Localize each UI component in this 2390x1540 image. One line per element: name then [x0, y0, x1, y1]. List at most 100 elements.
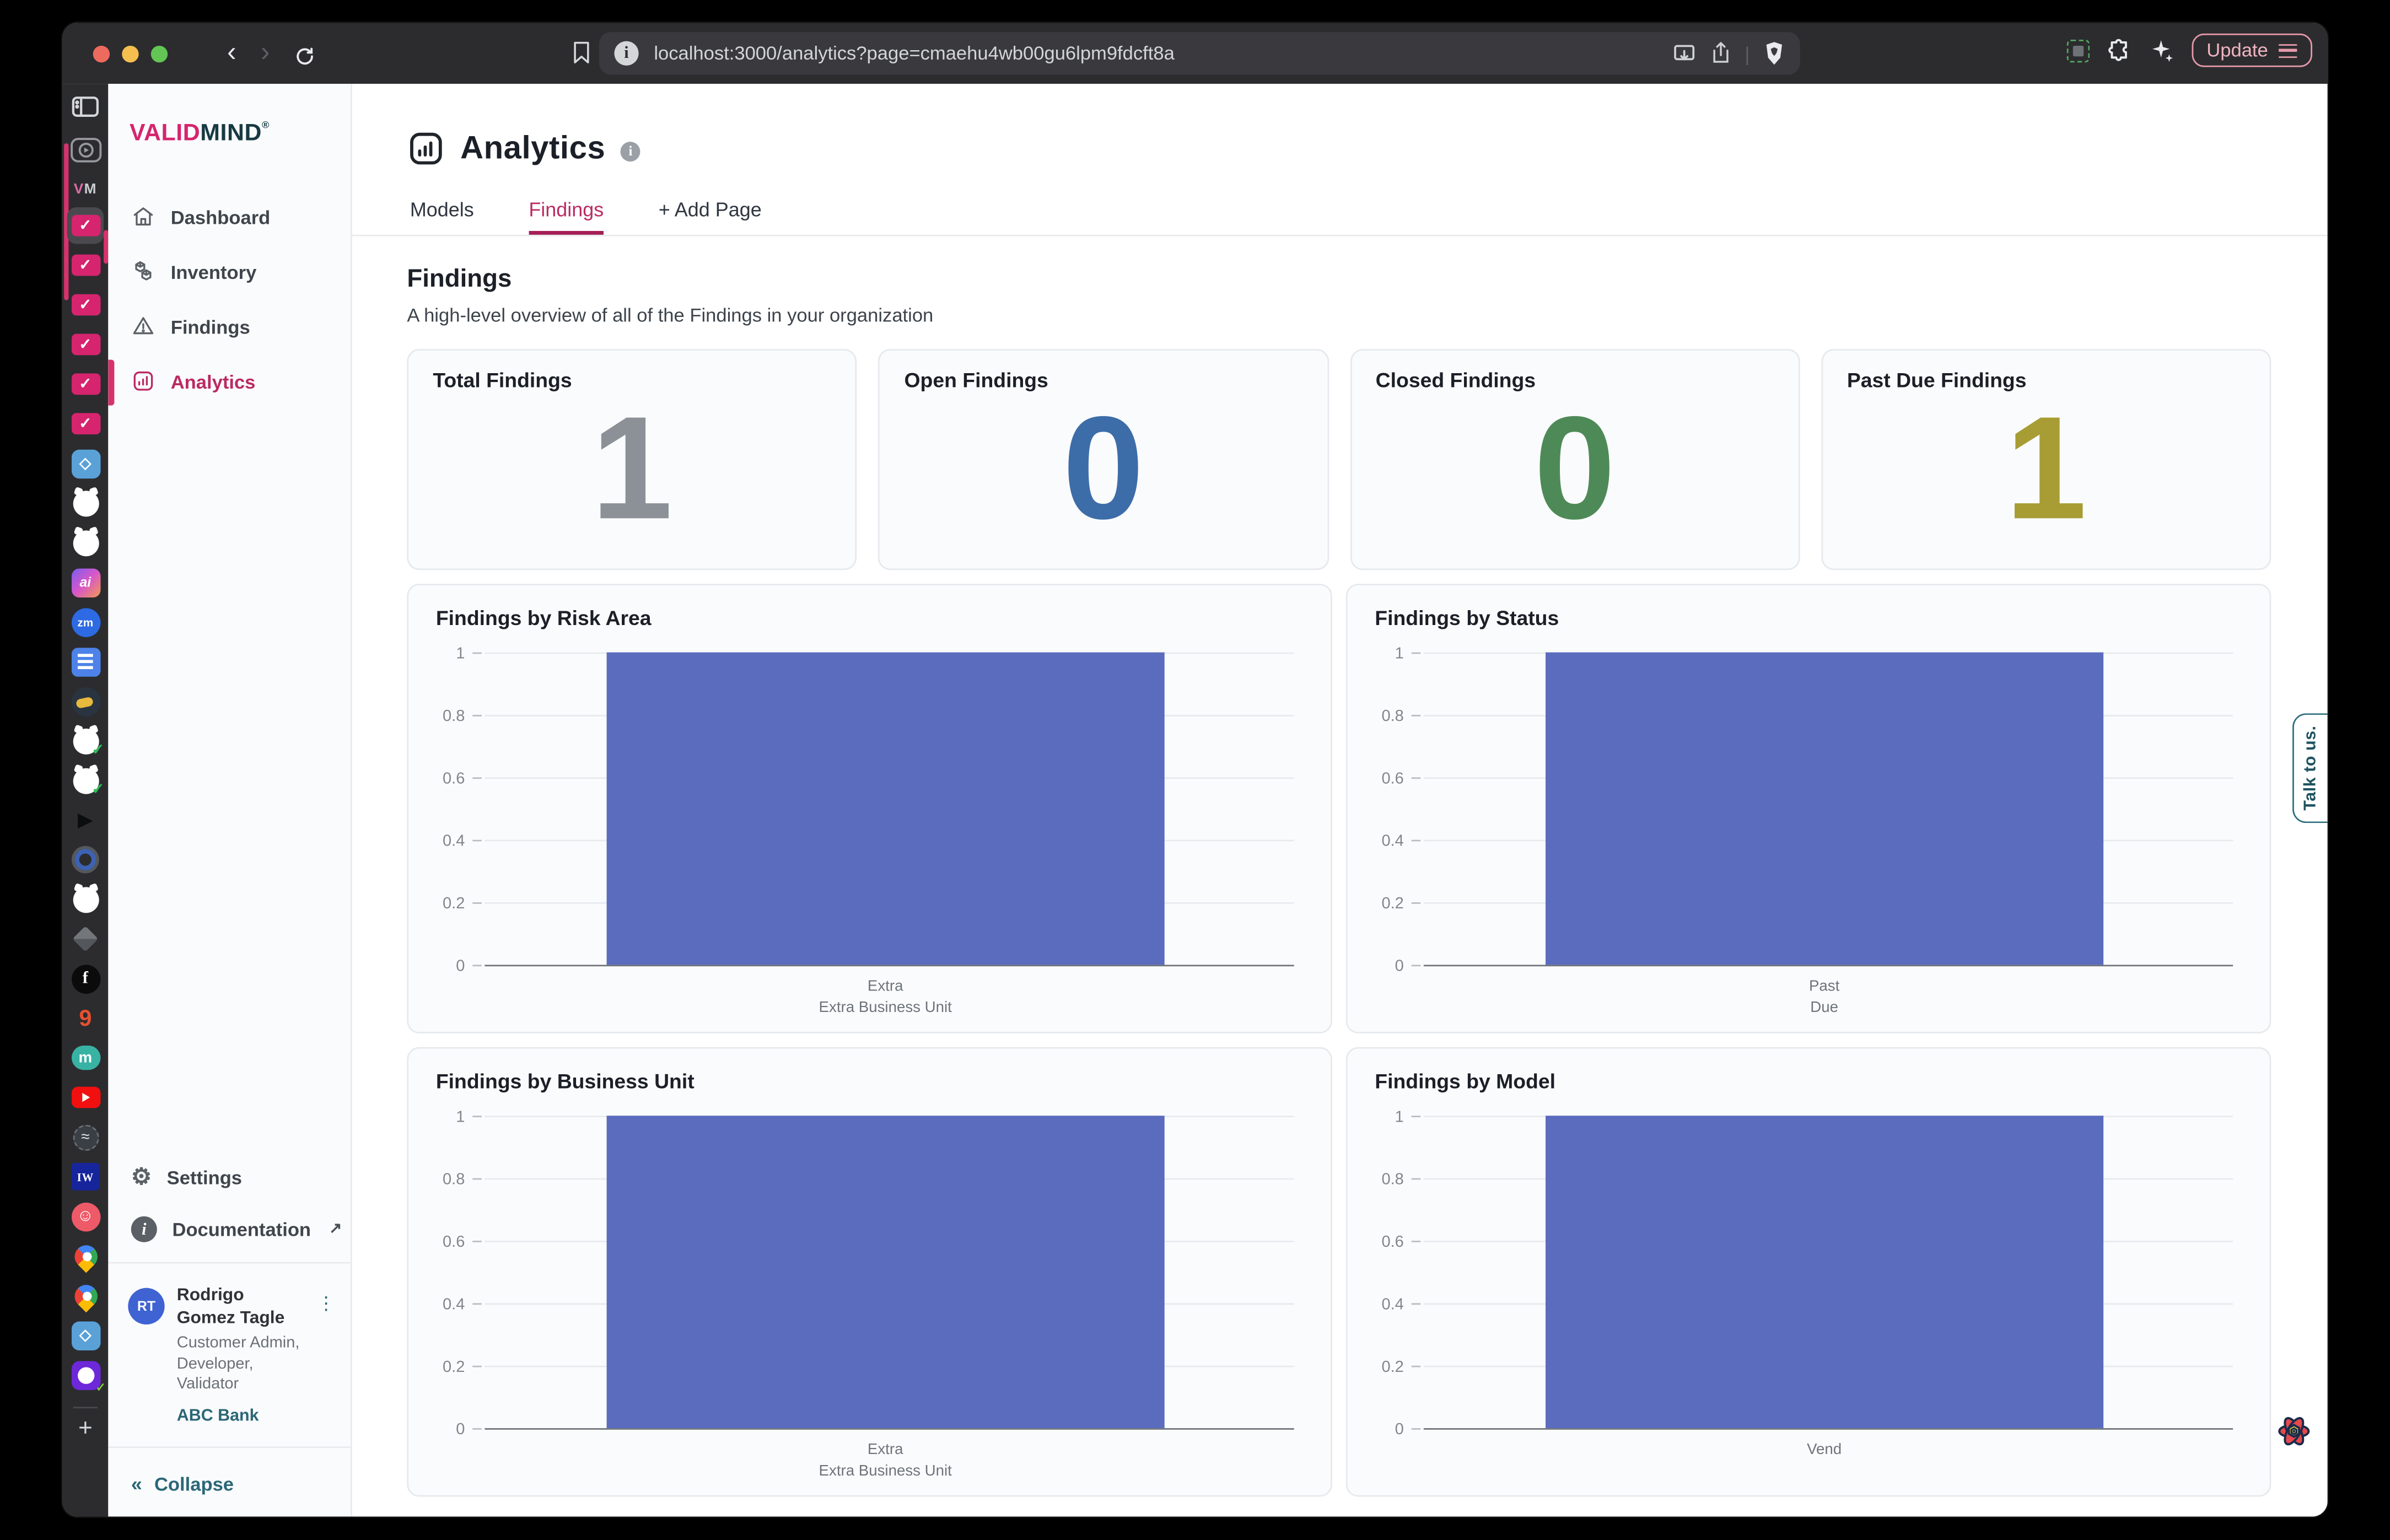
blue-ring-icon — [74, 849, 96, 870]
sidebar-item-findings[interactable]: Findings — [108, 300, 351, 356]
tick-mark — [472, 1240, 482, 1242]
browser-tab-facebook-dark[interactable]: f — [67, 959, 104, 998]
browser-tab-nine-orange[interactable]: 9 — [67, 998, 104, 1038]
browser-tab-github-check[interactable]: ✓ — [67, 761, 104, 800]
browser-tab-github[interactable] — [67, 880, 104, 919]
info-circle-icon: i — [131, 1216, 157, 1243]
browser-tab-duck[interactable] — [67, 681, 104, 721]
extensions-puzzle-icon[interactable] — [2106, 37, 2132, 63]
browser-tab-maps-pin[interactable] — [67, 1236, 104, 1276]
chart-card-findings-by-model: Findings by Model 0 0.2 0.4 0.6 0.8 1 Vend — [1345, 1047, 2271, 1497]
bar-extra-extra-business-unit — [606, 1116, 1165, 1429]
talk-to-us-button[interactable]: Talk to us. — [2292, 713, 2328, 823]
browser-tab-smiley-red[interactable]: ☺ — [67, 1197, 104, 1236]
browser-tab-skyblue-app[interactable]: ◇ — [67, 1315, 104, 1355]
browser-tab-blue-ring[interactable] — [67, 840, 104, 880]
browser-tab-github[interactable] — [67, 523, 104, 562]
tab-findings[interactable]: Findings — [529, 198, 604, 234]
browser-tab-validmind-favicon[interactable]: ✓ — [67, 404, 104, 444]
sidebar-item-analytics[interactable]: Analytics — [108, 355, 351, 410]
tick-mark — [1411, 901, 1421, 904]
new-tab-button[interactable]: + — [78, 1415, 93, 1442]
zoom-window-button[interactable] — [150, 45, 168, 63]
tick-mark — [472, 1365, 482, 1367]
address-bar[interactable]: i localhost:3000/analytics?page=cmaehu4w… — [599, 32, 1800, 75]
info-icon[interactable]: i — [620, 141, 640, 161]
tick-mark — [1411, 1302, 1421, 1305]
sidebar-item-documentation[interactable]: i Documentation ↗ — [108, 1203, 351, 1257]
devtools-flower-icon[interactable] — [2276, 1413, 2312, 1449]
bookmark-icon[interactable] — [572, 41, 591, 72]
close-window-button[interactable] — [93, 45, 110, 63]
stat-value: 0 — [1062, 387, 1144, 551]
x-axis-labels: Extra Extra Business Unit — [485, 966, 1294, 1021]
browser-tab-validmind-favicon[interactable]: ✓ — [67, 245, 104, 285]
tabstrip-scrollbar[interactable] — [104, 230, 109, 264]
facebook-dark-icon: f — [71, 964, 100, 993]
y-tick-label: 0.8 — [1381, 707, 1404, 726]
skyblue-app-icon: ◇ — [71, 449, 100, 478]
plot-area: 0 0.2 0.4 0.6 0.8 1 — [443, 1108, 1294, 1439]
stat-label: Open Findings — [904, 369, 1048, 392]
y-tick-label: 0.6 — [1381, 1233, 1404, 1252]
stat-label: Past Due Findings — [1847, 369, 2027, 392]
browser-tab-play-dark[interactable]: ▶ — [67, 800, 104, 840]
brave-shield-icon[interactable] — [1763, 41, 1785, 66]
tab-models[interactable]: Models — [410, 198, 474, 221]
y-tick-label: 0 — [1395, 957, 1404, 976]
send-to-device-icon[interactable] — [1671, 42, 1695, 64]
minimize-window-button[interactable] — [122, 45, 139, 63]
browser-tab-ai-gradient[interactable]: ai — [67, 562, 104, 602]
collapse-sidebar-button[interactable]: « Collapse — [108, 1454, 351, 1516]
browser-tab-skyblue-app[interactable]: ◇ — [67, 444, 104, 483]
sidebar-item-inventory[interactable]: Inventory — [108, 245, 351, 300]
browser-tab-zoom[interactable]: zm — [67, 602, 104, 642]
tick-mark — [472, 1427, 482, 1430]
bar-extra-extra-business-unit — [606, 652, 1165, 965]
browser-tab-purple-github[interactable]: ✓ — [67, 1355, 106, 1394]
stat-label: Total Findings — [433, 369, 572, 392]
sidebar-toggle-icon[interactable] — [72, 84, 99, 128]
browser-tab-youtube[interactable] — [67, 1078, 104, 1117]
chart-title: Findings by Model — [1375, 1070, 1555, 1093]
back-button[interactable]: ‹ — [227, 36, 236, 67]
browser-tab-validmind-favicon[interactable]: ✓ — [67, 364, 104, 404]
browser-tab-iw-navy[interactable]: IW — [67, 1157, 104, 1197]
browser-tab-validmind-favicon[interactable]: ✓ — [67, 325, 104, 364]
share-icon[interactable] — [1710, 41, 1731, 66]
x-axis-line — [1423, 964, 2233, 967]
site-info-icon[interactable]: i — [614, 41, 639, 66]
purple-github-icon: ✓ — [71, 1360, 106, 1394]
user-card[interactable]: RT Rodrigo Gomez Tagle Customer Admin, D… — [108, 1270, 351, 1440]
tab---add-page[interactable]: + Add Page — [658, 198, 762, 221]
update-browser-button[interactable]: Update — [2191, 33, 2312, 67]
chart-card-findings-by-risk-area: Findings by Risk Area 0 0.2 0.4 0.6 0.8 1 Extra… — [407, 584, 1332, 1033]
divider: | — [1745, 42, 1750, 65]
tick-mark — [472, 901, 482, 904]
user-org[interactable]: ABC Bank — [176, 1407, 259, 1425]
browser-tab-maps-pin[interactable] — [67, 1276, 104, 1316]
kebab-menu-icon[interactable]: ⋮ — [317, 1293, 336, 1315]
leo-ai-sparkle-icon[interactable] — [2149, 37, 2174, 63]
browser-tab-waves-circle[interactable]: ≈ — [67, 1117, 104, 1157]
reload-button[interactable] — [294, 41, 316, 75]
browser-tab-github-check[interactable]: ✓ — [67, 721, 104, 761]
y-tick-label: 0.6 — [1381, 769, 1404, 788]
browser-tab-validmind-favicon[interactable]: ✓ — [67, 285, 104, 325]
browser-tab-github[interactable] — [67, 483, 104, 523]
gear-icon: ⚙ — [131, 1165, 152, 1191]
screen-capture-icon[interactable] — [2066, 39, 2090, 62]
browser-tab-validmind-favicon[interactable]: ✓ — [67, 206, 104, 245]
reader-mode-icon[interactable] — [69, 128, 101, 172]
forward-button[interactable]: › — [260, 36, 270, 67]
sidebar-item-settings[interactable]: ⚙ Settings — [108, 1153, 351, 1203]
browser-tab-medium-teal[interactable]: m — [67, 1038, 104, 1078]
browser-tab-cube-gray[interactable] — [67, 919, 104, 959]
warning-icon — [131, 313, 155, 342]
y-tick-label: 1 — [456, 644, 465, 663]
browser-tab-google-docs[interactable] — [67, 642, 104, 681]
sidebar-item-dashboard[interactable]: Dashboard — [108, 191, 351, 246]
tick-mark — [472, 1177, 482, 1180]
y-tick-label: 0.4 — [443, 832, 465, 851]
